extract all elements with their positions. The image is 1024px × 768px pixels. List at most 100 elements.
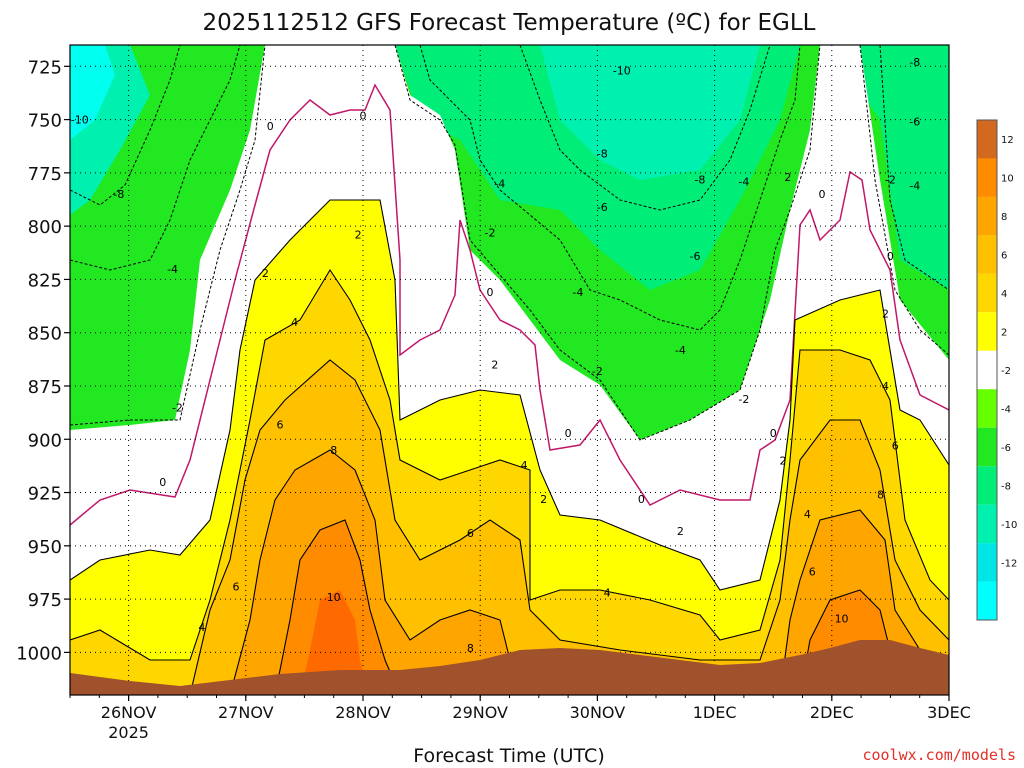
contour-8-line [229,449,949,695]
y-tick-label: 1000 [16,643,62,664]
colorbar-swatch [977,120,997,159]
contour-label: 8 [467,642,474,655]
x-tick-label: 1DEC [693,703,737,722]
y-axis: 725 750 775 800 825 850 875 900 925 950 975 1000 [16,57,70,664]
contour-label: -6 [909,116,920,129]
colorbar-label: 4 [1001,289,1007,300]
contour-4-line [70,268,949,661]
contour-label: -8 [694,173,705,186]
contour-label: 4 [521,459,528,472]
contour-label: -2 [885,173,896,186]
y-tick-label: 775 [28,164,62,185]
y-tick-label: 800 [28,217,62,238]
contour-label: 0 [638,493,645,506]
colorbar-swatch [977,504,997,544]
x-tick-label: 29NOV [452,703,508,722]
contour-label: -2 [172,401,183,414]
colorbar-label: -4 [1001,404,1011,415]
colorbar-frame [976,119,998,621]
contour-label: -10 [613,65,631,78]
colorbar-swatch [977,466,997,505]
y-tick-label: 950 [28,537,62,558]
y-tick-label: 825 [28,270,62,291]
y-tick-label: 750 [28,111,62,132]
contour-label: 2 [491,359,498,372]
y-tick-label: 975 [28,590,62,611]
x-axis-label: Forecast Time (UTC) [413,745,604,767]
y-tick-label: 850 [28,324,62,345]
colorbar-swatch [977,158,997,197]
contour-label: 4 [804,508,811,521]
contour-label: -2 [592,365,603,378]
contour-label: -8 [909,56,920,69]
contour-label: 4 [198,621,205,634]
contour-label: 2 [355,229,362,242]
credit-link[interactable]: coolwx.com/models [862,746,1016,764]
contour-label: -8 [113,188,124,201]
contour-label: 4 [291,316,298,329]
contour-label: 0 [770,427,777,440]
contour-label: 6 [233,580,240,593]
contour-label: 0 [267,120,274,133]
y-tick-label: 925 [28,484,62,505]
colorbar-label: -12 [1001,558,1017,569]
field-orange-hot [300,590,370,695]
contour-label: -4 [167,263,178,276]
contour-label: 0 [887,250,894,263]
contour-label: -10 [71,114,89,127]
x-tick-label: 3DEC [927,703,971,722]
colorbar-swatch [977,235,997,274]
contour-label: -6 [690,250,701,263]
contour-label: 0 [486,286,493,299]
contour-label: 6 [276,418,283,431]
contour-label: 10 [327,591,341,604]
contour-label: 2 [540,493,547,506]
contour-label: 0 [159,476,166,489]
colorbar-swatch [977,581,997,620]
contour-neg4-line [70,45,949,331]
colorbar-label: -2 [1001,366,1011,377]
y-tick-label: 875 [28,377,62,398]
contour-label: 8 [330,444,337,457]
colorbar-swatch [977,427,997,467]
x-tick-label: 30NOV [570,703,626,722]
colorbar: 12 10 8 6 4 2 -2 -4 -6 -8 -10 -12 [976,119,1017,621]
contour-label: 10 [835,612,849,625]
contour-zero-line [70,83,949,526]
contour-label: 6 [809,565,816,578]
contour-label: -4 [494,178,505,191]
contour-2-line [70,199,949,591]
colorbar-swatch [977,273,997,313]
colorbar-swatch [977,350,997,390]
contour-6-line [189,359,949,695]
x-tick-label: 26NOV [101,703,157,722]
colorbar-label: -6 [1001,443,1011,454]
colorbar-label: 10 [1001,174,1014,185]
grid-lines [70,45,949,695]
contour-label: 0 [565,427,572,440]
contour-label: 4 [882,380,889,393]
x-tick-label: 2DEC [810,703,854,722]
contour-neg8-line [70,45,771,211]
field-green-core [540,45,760,180]
x-tick-label: 27NOV [218,703,274,722]
contour-label: -8 [597,148,608,161]
contour-label: 2 [262,267,269,280]
contour-label: 0 [819,188,826,201]
x-tick-sublabel: 2025 [108,723,149,742]
x-tick-label: 28NOV [335,703,391,722]
contour-label: 6 [892,440,899,453]
contour-neg2-line [70,45,949,441]
contour-label: 8 [877,489,884,502]
colorbar-swatch [977,312,997,351]
contour-label: -4 [909,180,920,193]
y-tick-label: 725 [28,57,62,78]
colorbar-swatch [977,543,997,582]
colorbar-swatch [977,389,997,428]
y-tick-label: 900 [28,430,62,451]
contour-label: -4 [675,344,686,357]
colorbar-label: -10 [1001,520,1017,531]
colorbar-label: 6 [1001,251,1007,262]
contour-label: 2 [779,455,786,468]
